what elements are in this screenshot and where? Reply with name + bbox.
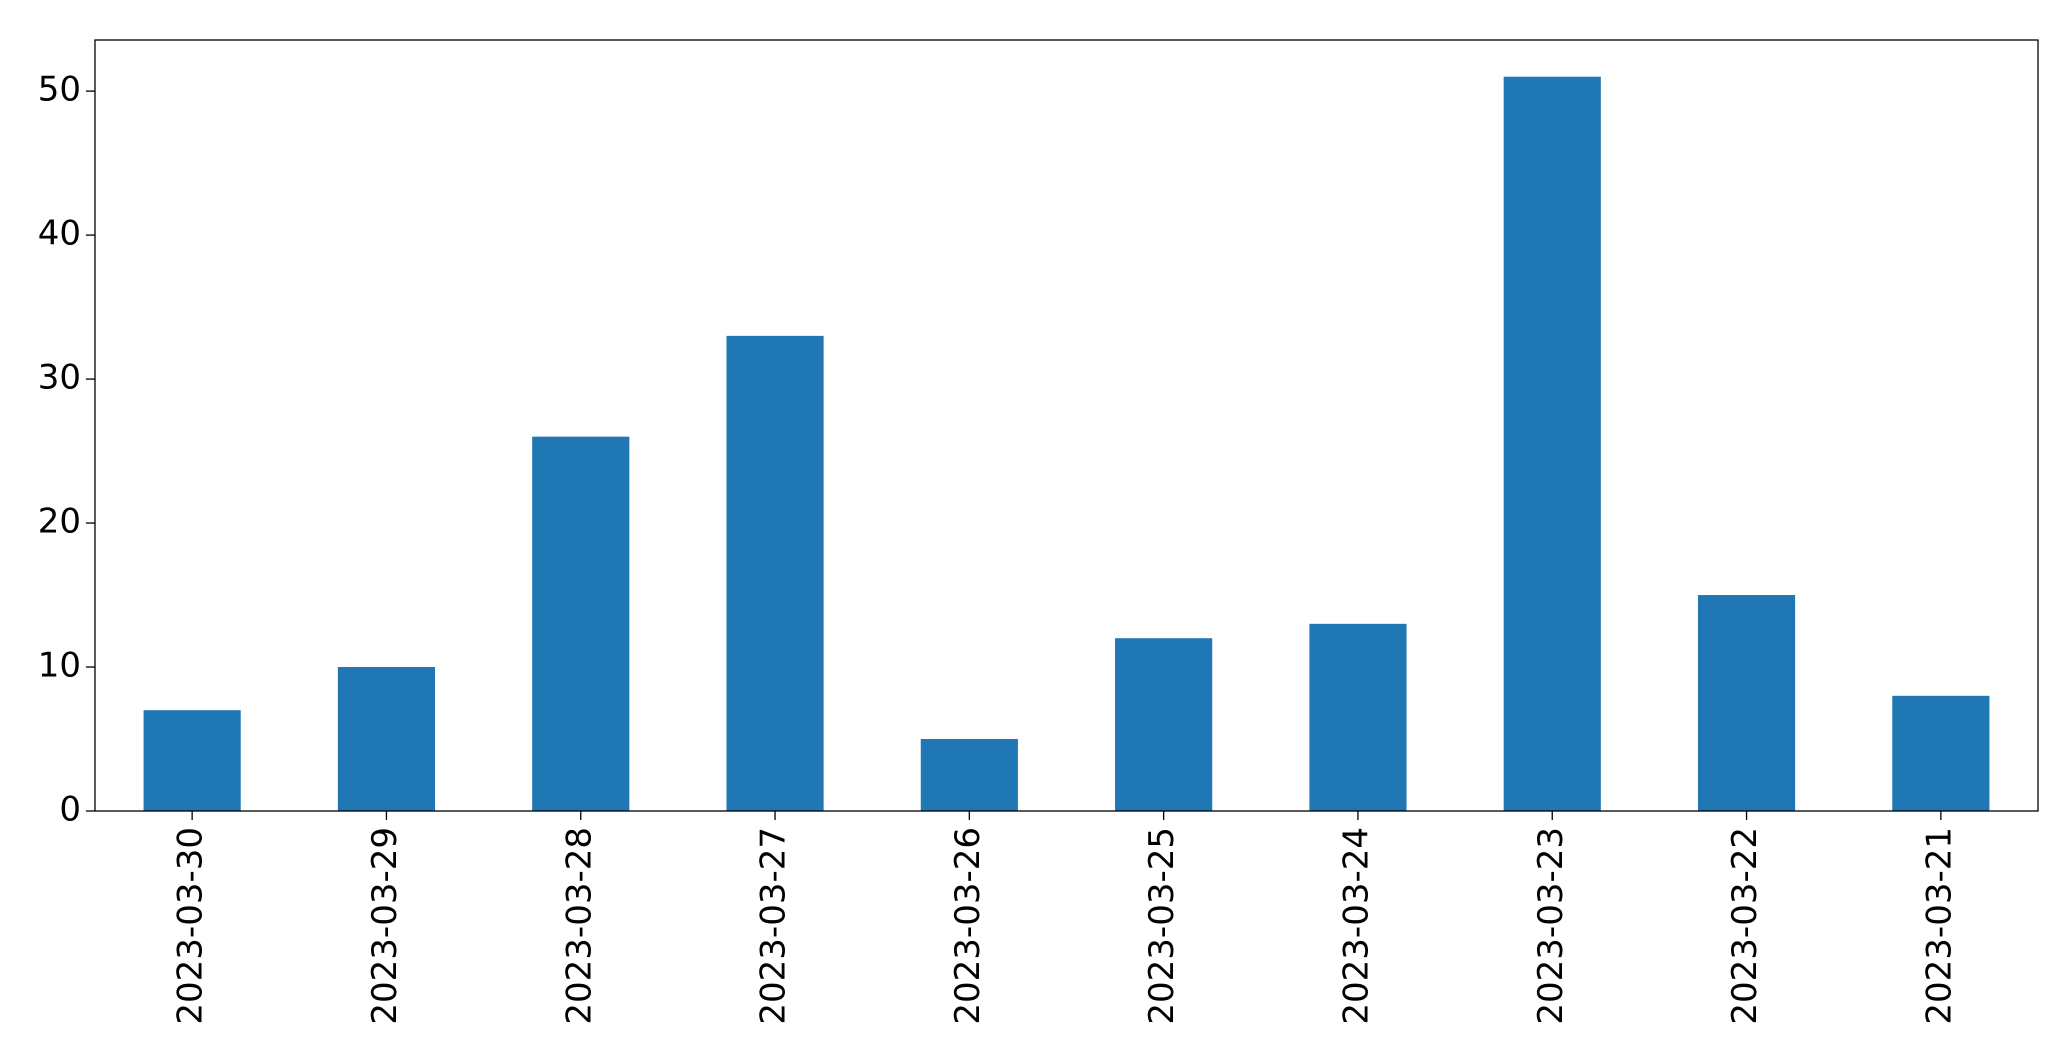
x-tick-label: 2023-03-22 <box>1725 827 1765 1025</box>
y-tick-label: 30 <box>38 358 81 398</box>
x-tick-label: 2023-03-27 <box>754 827 794 1025</box>
x-tick-label: 2023-03-29 <box>365 827 405 1025</box>
y-tick-label: 10 <box>38 646 81 686</box>
x-tick-label: 2023-03-30 <box>171 827 211 1025</box>
bar <box>1697 595 1796 811</box>
x-tick-label: 2023-03-28 <box>559 827 599 1025</box>
bar <box>143 710 241 811</box>
plot-frame <box>94 39 2039 812</box>
bar <box>1115 638 1213 811</box>
y-tick-label: 0 <box>59 790 81 830</box>
x-tick-label: 2023-03-24 <box>1336 827 1376 1025</box>
y-tick-label: 50 <box>38 70 81 110</box>
x-tick-label: 2023-03-21 <box>1919 827 1959 1025</box>
bar <box>532 436 630 811</box>
bar <box>337 667 436 811</box>
x-tick-label: 2023-03-26 <box>948 827 988 1025</box>
y-tick-label: 40 <box>38 214 81 254</box>
bar <box>920 739 1018 811</box>
bar <box>726 335 824 811</box>
bar <box>1892 695 1990 811</box>
bar <box>1309 623 1407 811</box>
bar <box>1503 76 1601 811</box>
y-tick-label: 20 <box>38 502 81 542</box>
x-tick-label: 2023-03-25 <box>1142 827 1182 1025</box>
x-tick-label: 2023-03-23 <box>1531 827 1571 1025</box>
